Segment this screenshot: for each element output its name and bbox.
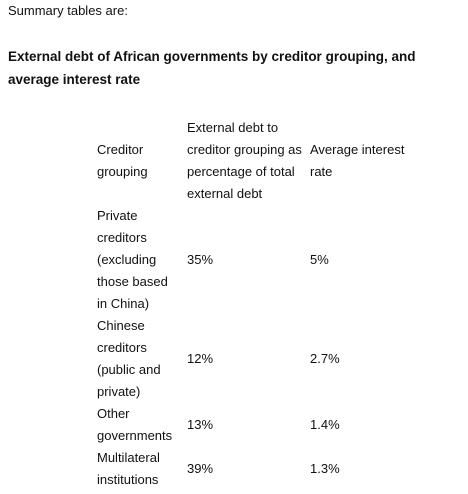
- table-cell: 12%: [187, 351, 214, 366]
- table-cell: 2.7%: [310, 351, 340, 366]
- table-cell: Other governments: [97, 406, 173, 443]
- summary-table: Creditor grouping External debt to credit…: [93, 117, 414, 491]
- header-cell: Creditor grouping: [97, 142, 148, 179]
- header-row: Creditor grouping External debt to credit…: [93, 117, 414, 205]
- table-cell: Private creditors (excluding those based…: [97, 208, 168, 311]
- intro-text: Summary tables are:: [8, 3, 128, 18]
- table-cell: 1.3%: [310, 461, 340, 476]
- header-cell: Average interest rate: [310, 142, 405, 179]
- table-header: Creditor grouping External debt to credit…: [93, 117, 414, 205]
- table-body: Private creditors (excluding those based…: [93, 205, 414, 491]
- table-cell: 1.4%: [310, 417, 340, 432]
- table-cell: 39%: [187, 461, 214, 476]
- table-row: Other governments 13% 1.4%: [93, 403, 414, 447]
- table-row: Private creditors (excluding those based…: [93, 205, 414, 315]
- table-cell: Multilateral institutions: [97, 450, 160, 487]
- header-cell: External debt to creditor grouping as pe…: [187, 120, 302, 201]
- table-row: Chinese creditors (public and private) 12…: [93, 315, 414, 403]
- table-heading: External debt of African governments by …: [8, 49, 416, 87]
- table-cell: 13%: [187, 417, 214, 432]
- table-cell: 35%: [187, 252, 214, 267]
- table-cell: 5%: [310, 252, 329, 267]
- table-cell: Chinese creditors (public and private): [97, 318, 161, 399]
- table-row: Multilateral institutions 39% 1.3%: [93, 447, 414, 491]
